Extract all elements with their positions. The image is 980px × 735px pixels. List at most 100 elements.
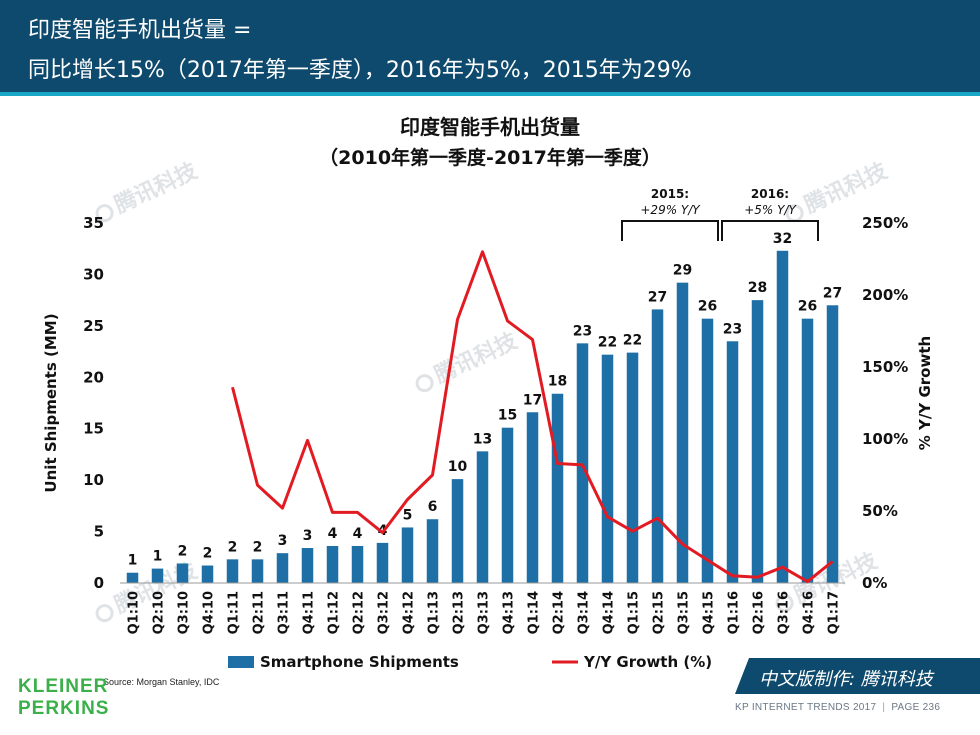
bar xyxy=(576,343,589,583)
bar-value-label: 27 xyxy=(823,285,842,301)
bar-value-label: 28 xyxy=(748,280,767,296)
chart-subtitle: （2010年第一季度-2017年第一季度） xyxy=(319,146,661,169)
bar xyxy=(551,393,564,583)
y-tick-label: 30 xyxy=(83,265,104,283)
bar-value-label: 23 xyxy=(573,323,592,339)
x-tick-label: Q3:14 xyxy=(577,591,592,634)
annotation-bracket xyxy=(621,220,719,241)
bar-value-label: 18 xyxy=(548,374,567,390)
bar xyxy=(751,300,764,583)
bar-value-label: 2 xyxy=(253,539,263,555)
y2-tick-label: 50% xyxy=(862,502,898,520)
kleiner-perkins-logo: KLEINER xyxy=(18,676,109,697)
y-tick-label: 25 xyxy=(83,317,104,335)
bar-value-label: 1 xyxy=(128,553,138,569)
bar xyxy=(826,305,839,583)
x-tick-label: Q2:12 xyxy=(352,591,367,634)
y-tick-label: 35 xyxy=(83,214,104,232)
bar xyxy=(201,565,214,583)
bar xyxy=(726,341,739,583)
x-tick-label: Q2:15 xyxy=(652,591,667,634)
bar xyxy=(326,545,339,583)
x-tick-label: Q3:13 xyxy=(477,591,492,634)
bar xyxy=(476,451,489,583)
bar-value-label: 3 xyxy=(278,533,288,549)
y2-tick-label: 250% xyxy=(862,214,908,232)
bar-value-label: 22 xyxy=(598,335,617,351)
annotation-growth: +5% Y/Y xyxy=(744,203,797,217)
bar xyxy=(501,427,514,583)
bar-value-label: 2 xyxy=(178,543,188,559)
y2-tick-label: 100% xyxy=(862,430,908,448)
annotation-year: 2016: xyxy=(751,187,789,201)
y-axis-label: Unit Shipments (MM) xyxy=(42,313,60,492)
y2-tick-label: 0% xyxy=(862,574,887,592)
bar xyxy=(451,479,464,583)
y-tick-label: 20 xyxy=(83,368,104,386)
bar-value-label: 32 xyxy=(773,231,792,247)
bar xyxy=(626,352,639,583)
bar-value-label: 4 xyxy=(328,526,338,542)
slide-header: 印度智能手机出货量 = 同比增长15%（2017年第一季度），2016年为5%，… xyxy=(0,0,980,92)
bar xyxy=(701,318,714,583)
kleiner-perkins-logo-line2: PERKINS xyxy=(18,698,110,719)
header-title: 印度智能手机出货量 = xyxy=(28,18,252,43)
bar xyxy=(426,519,439,583)
x-tick-label: Q1:14 xyxy=(527,591,542,634)
bar xyxy=(226,559,239,583)
bar-value-label: 27 xyxy=(648,289,667,305)
bar xyxy=(176,563,189,583)
bar xyxy=(351,545,364,583)
bar-value-label: 26 xyxy=(698,299,717,315)
bar-value-label: 5 xyxy=(403,507,413,523)
x-tick-label: Q1:15 xyxy=(627,591,642,634)
x-tick-label: Q1:10 xyxy=(127,591,142,634)
header-subtitle: 同比增长15%（2017年第一季度），2016年为5%，2015年为29% xyxy=(28,58,692,83)
page-number: PAGE 236 xyxy=(891,702,941,713)
bar-value-label: 2 xyxy=(228,539,238,555)
source-note: Source: Morgan Stanley, IDC xyxy=(103,677,220,687)
bar-value-label: 23 xyxy=(723,321,742,337)
x-tick-label: Q3:11 xyxy=(277,591,292,634)
x-tick-label: Q4:12 xyxy=(402,591,417,634)
annotation-year: 2015: xyxy=(651,187,689,201)
footer-separator: | xyxy=(882,702,886,713)
bar xyxy=(601,354,614,583)
bar-value-label: 17 xyxy=(523,392,542,408)
x-tick-label: Q2:10 xyxy=(152,591,167,634)
bar xyxy=(676,282,689,583)
bar-value-label: 3 xyxy=(303,528,313,544)
bar xyxy=(776,250,789,583)
x-tick-label: Q4:11 xyxy=(302,591,317,634)
x-tick-label: Q1:11 xyxy=(227,591,242,634)
translation-banner: 中文版制作: 腾讯科技 xyxy=(735,658,980,694)
x-tick-label: Q2:14 xyxy=(552,591,567,634)
annotation-growth: +29% Y/Y xyxy=(640,203,701,217)
x-tick-label: Q1:13 xyxy=(427,591,442,634)
legend-label: Smartphone Shipments xyxy=(260,653,459,671)
y-tick-label: 5 xyxy=(94,523,104,541)
y-tick-label: 0 xyxy=(94,574,104,592)
y2-axis-label: % Y/Y Growth xyxy=(916,336,934,450)
header-divider xyxy=(0,92,980,96)
bar-value-label: 10 xyxy=(448,459,468,475)
bar-value-label: 2 xyxy=(203,546,213,562)
bar xyxy=(526,412,539,583)
chart-title: 印度智能手机出货量 xyxy=(400,115,580,139)
x-tick-label: Q3:10 xyxy=(177,591,192,634)
bar-value-label: 29 xyxy=(673,263,692,279)
bar xyxy=(251,559,264,583)
x-tick-label: Q4:14 xyxy=(602,591,617,634)
x-tick-label: Q2:13 xyxy=(452,591,467,634)
x-tick-label: Q4:10 xyxy=(202,591,217,634)
report-name: KP INTERNET TRENDS 2017 xyxy=(735,702,877,713)
bar-value-label: 6 xyxy=(428,499,438,515)
x-tick-label: Q4:16 xyxy=(802,591,817,634)
bar xyxy=(276,553,289,583)
x-tick-label: Q2:11 xyxy=(252,591,267,634)
page-footer: KP INTERNET TRENDS 2017 | PAGE 236 xyxy=(735,702,940,713)
bar xyxy=(151,568,164,583)
banner-text: 中文版制作: 腾讯科技 xyxy=(759,669,933,690)
bar xyxy=(401,527,414,583)
y2-tick-label: 150% xyxy=(862,358,908,376)
